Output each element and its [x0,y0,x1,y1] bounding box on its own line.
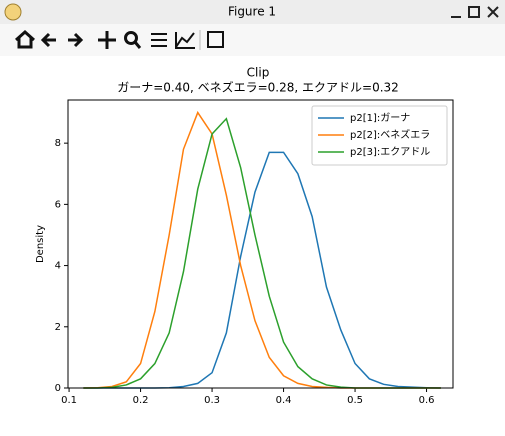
title-bar [0,0,505,24]
subplots-button[interactable] [151,33,167,47]
y-tick-label: 0 [55,383,61,394]
legend-label: p2[1]:ガーナ [350,112,410,124]
y-tick-label: 4 [55,261,61,272]
y-tick-label: 6 [55,199,61,210]
maximize-button[interactable] [468,6,480,18]
x-tick-label: 0.2 [133,395,149,406]
close-button[interactable] [487,6,499,18]
home-button[interactable] [15,29,35,49]
zoom-button[interactable] [124,31,138,45]
save-button[interactable] [207,31,224,48]
app-icon [4,3,22,21]
x-tick-label: 0.1 [61,395,77,406]
forward-button[interactable] [68,32,84,48]
y-axis-label: Density [35,225,46,263]
customize-button[interactable] [175,32,195,49]
y-tick-label: 2 [55,322,61,333]
back-button[interactable] [40,32,56,48]
chart-subtitle: ガーナ=0.40, ベネズエラ=0.28, エクアドル=0.32 [117,80,399,95]
chart-title: Clip [247,66,270,80]
toolbar [0,24,505,56]
zoom-handle [133,41,142,49]
x-tick-label: 0.3 [204,395,220,406]
legend-label: p2[2]:ベネズエラ [350,128,430,141]
window-title: Figure 1 [228,5,276,19]
x-tick-label: 0.6 [419,395,435,406]
legend-box [311,105,448,166]
y-tick-label: 8 [55,138,61,149]
legend-label: p2[3]:エクアドル [350,146,430,158]
pan-button[interactable] [98,31,116,49]
x-tick-label: 0.5 [347,395,363,406]
plot-frame [67,99,454,389]
x-tick-label: 0.4 [276,395,292,406]
